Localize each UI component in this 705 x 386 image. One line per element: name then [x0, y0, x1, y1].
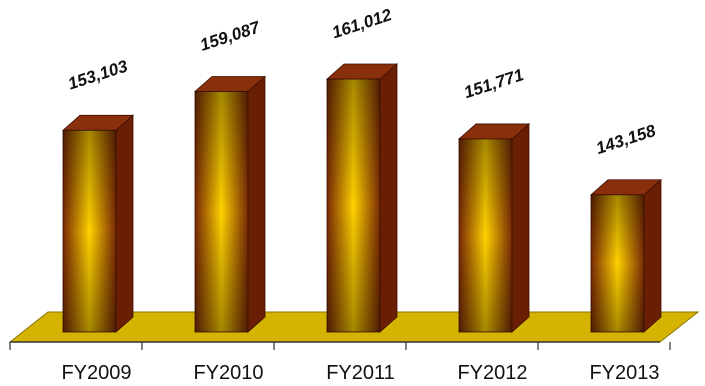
data-label: 151,771 — [462, 65, 526, 102]
data-label: 159,087 — [198, 17, 264, 55]
x-tick-label: FY2011 — [326, 362, 395, 384]
bar-side — [379, 63, 398, 333]
x-tick-label: FY2010 — [193, 362, 263, 384]
bar-side — [115, 114, 134, 333]
x-axis-labels: FY2009 FY2010 FY2011 FY2012 FY2013 — [61, 362, 659, 384]
x-tick-label: FY2012 — [457, 362, 527, 384]
bar-shading — [591, 194, 644, 332]
bar-side — [511, 123, 530, 333]
bar-shading — [327, 79, 380, 332]
x-tick-label: FY2013 — [589, 362, 659, 384]
data-label: 161,012 — [330, 5, 395, 42]
bar-side — [247, 75, 266, 333]
data-label: 153,103 — [66, 56, 131, 93]
bar-shading — [195, 91, 248, 332]
bar-side — [643, 178, 662, 333]
data-label: 143,158 — [594, 121, 659, 158]
bar-shading — [459, 138, 512, 332]
x-tick-label: FY2009 — [61, 362, 131, 384]
x-axis-ticks — [9, 342, 671, 350]
bars — [61, 63, 663, 333]
bar-shading — [63, 130, 116, 332]
